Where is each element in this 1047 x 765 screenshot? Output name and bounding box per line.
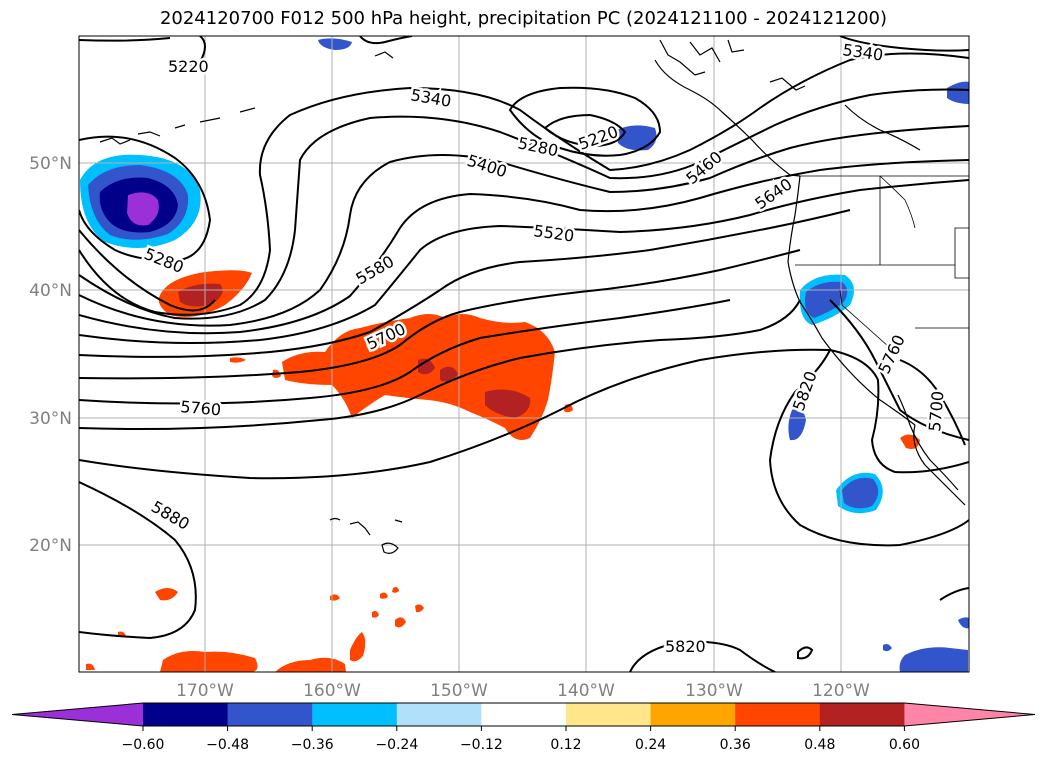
colorbar-segment	[566, 703, 652, 726]
latitude-labels: 50°N 40°N 30°N 20°N	[29, 154, 72, 556]
contour-label: 5820	[665, 637, 706, 656]
longitude-label: 130°W	[685, 681, 743, 701]
colorbar-tick-label: 0.48	[804, 737, 835, 753]
colorbar-tick-label: −0.48	[206, 737, 249, 753]
height-contours	[79, 36, 969, 672]
latitude-label: 20°N	[29, 536, 72, 556]
contour-label: 5700	[925, 390, 947, 432]
colorbar-segment	[481, 703, 567, 726]
map-frame	[78, 35, 970, 673]
colorbar-segment	[819, 703, 905, 726]
longitude-label: 120°W	[812, 681, 870, 701]
colorbar-tick-label: 0.36	[720, 737, 751, 753]
contour-label: 5220	[168, 57, 209, 76]
gridlines	[79, 36, 969, 672]
latitude-label: 50°N	[29, 154, 72, 174]
colorbar-tick-label: 0.12	[550, 737, 581, 753]
colorbar: −0.60 −0.48 −0.36 −0.24 −0.12 0.12 0.24 0.36 0.4…	[11, 702, 1036, 753]
precip-negative-areas	[80, 38, 969, 672]
colorbar-segment	[143, 703, 229, 726]
colorbar-tick-label: −0.24	[375, 737, 418, 753]
longitude-label: 140°W	[557, 681, 615, 701]
contour-label: 5760	[180, 397, 222, 419]
colorbar-tick-label: 0.60	[889, 737, 920, 753]
colorbar-tick-label: −0.12	[460, 737, 503, 753]
colorbar-segment	[312, 703, 398, 726]
colorbar-segment	[650, 703, 736, 726]
longitude-label: 150°W	[430, 681, 488, 701]
colorbar-tick-label: −0.60	[122, 737, 165, 753]
longitude-label: 160°W	[303, 681, 361, 701]
state-borders	[795, 175, 969, 356]
longitude-label: 170°W	[176, 681, 234, 701]
colorbar-segment	[396, 703, 482, 726]
latitude-label: 30°N	[29, 409, 72, 429]
colorbar-segment	[12, 703, 143, 726]
colorbar-segment	[227, 703, 313, 726]
map-title: 2024120700 F012 500 hPa height, precipit…	[159, 8, 888, 29]
colorbar-segment	[904, 703, 1035, 726]
latitude-label: 40°N	[29, 281, 72, 301]
colorbar-segment	[735, 703, 821, 726]
longitude-labels: 170°W 160°W 150°W 140°W 130°W 120°W	[176, 681, 870, 701]
colorbar-tick-label: −0.36	[291, 737, 334, 753]
colorbar-tick-label: 0.24	[635, 737, 666, 753]
